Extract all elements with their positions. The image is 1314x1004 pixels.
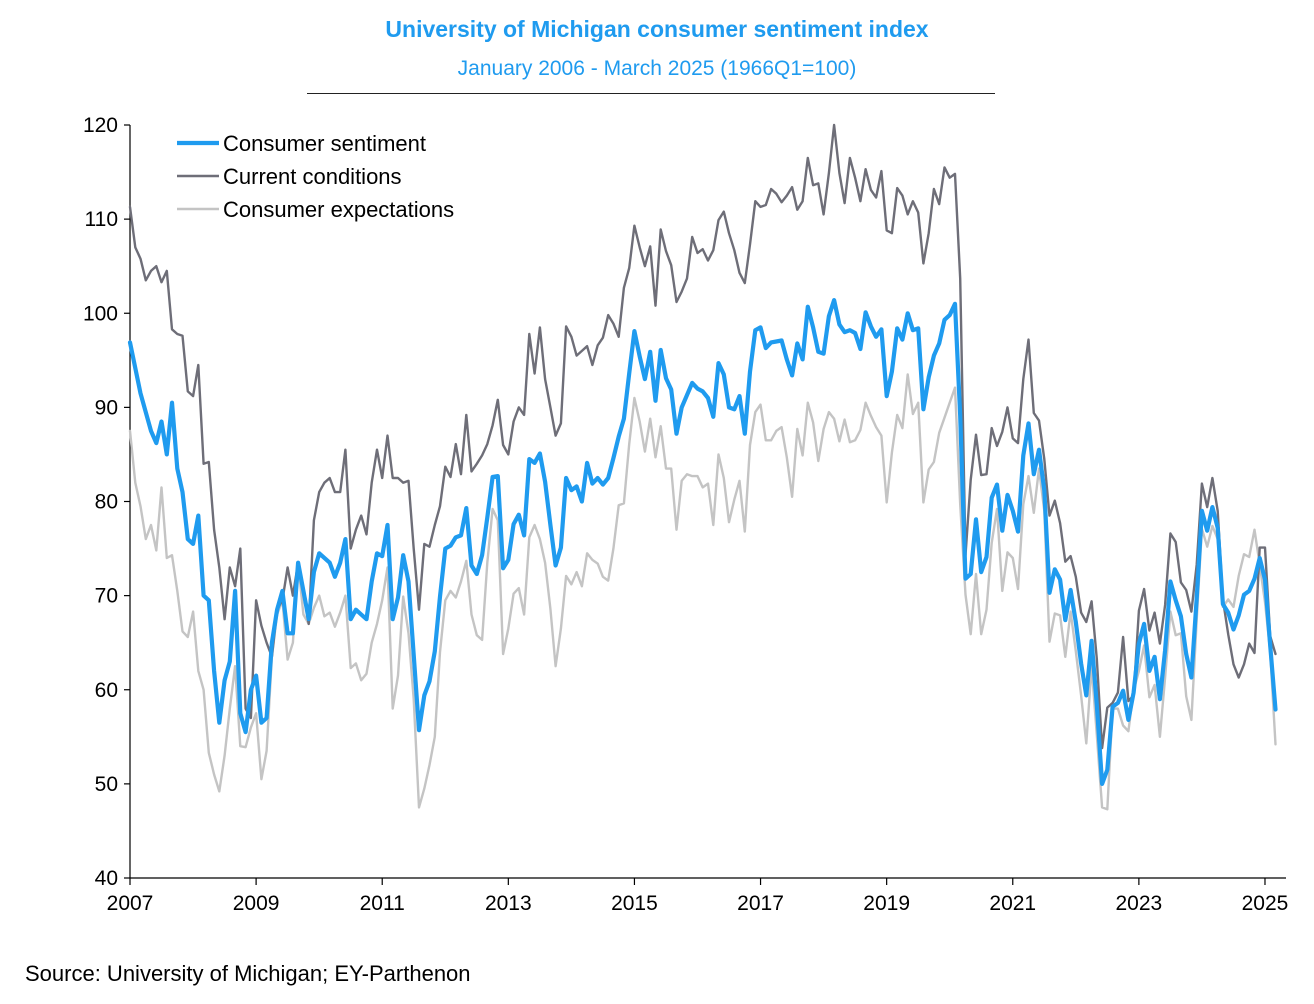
x-tick-label: 2013: [485, 892, 532, 915]
y-tick-label: 60: [95, 679, 118, 702]
y-tick-label: 100: [83, 302, 118, 325]
x-tick-label: 2009: [233, 892, 280, 915]
x-tick-label: 2015: [611, 892, 658, 915]
y-axis: 40 50 60 70 80 90 100 110 120: [83, 114, 131, 890]
y-tick-label: 40: [95, 867, 118, 890]
legend-label-consumer-expectations: Consumer expectations: [223, 197, 454, 222]
source-note: Source: University of Michigan; EY-Parth…: [25, 961, 471, 986]
y-tick-label: 80: [95, 491, 118, 514]
y-tick-label: 120: [83, 114, 118, 137]
series-line-consumer-sentiment: [127, 298, 1278, 786]
chart-subtitle: January 2006 - March 2025 (1966Q1=100): [457, 57, 857, 80]
x-tick-label: 2021: [989, 892, 1036, 915]
x-tick-label: 2019: [863, 892, 910, 915]
x-tick-label: 2007: [107, 892, 154, 915]
legend-label-consumer-sentiment: Consumer sentiment: [223, 131, 426, 156]
chart-title: University of Michigan consumer sentimen…: [385, 16, 929, 42]
title-divider: [307, 93, 995, 94]
x-tick-label: 2011: [360, 892, 405, 915]
series-line-current-conditions: [128, 123, 1277, 750]
y-tick-label: 50: [95, 773, 118, 796]
series-line-consumer-expectations: [128, 373, 1277, 811]
series-layer: [127, 123, 1278, 811]
legend: Consumer sentiment Current conditions Cons…: [177, 131, 454, 222]
y-tick-label: 90: [95, 396, 118, 419]
x-tick-label: 2023: [1116, 892, 1163, 915]
y-tick-label: 70: [95, 585, 118, 608]
x-axis: 2007 2009 2011 2013 2015 2017 2019 2021 2023 2025: [107, 877, 1289, 915]
y-tick-label: 110: [85, 208, 118, 231]
x-tick-label: 2017: [737, 892, 784, 915]
x-tick-label: 2025: [1242, 892, 1289, 915]
legend-label-current-conditions: Current conditions: [223, 164, 402, 189]
